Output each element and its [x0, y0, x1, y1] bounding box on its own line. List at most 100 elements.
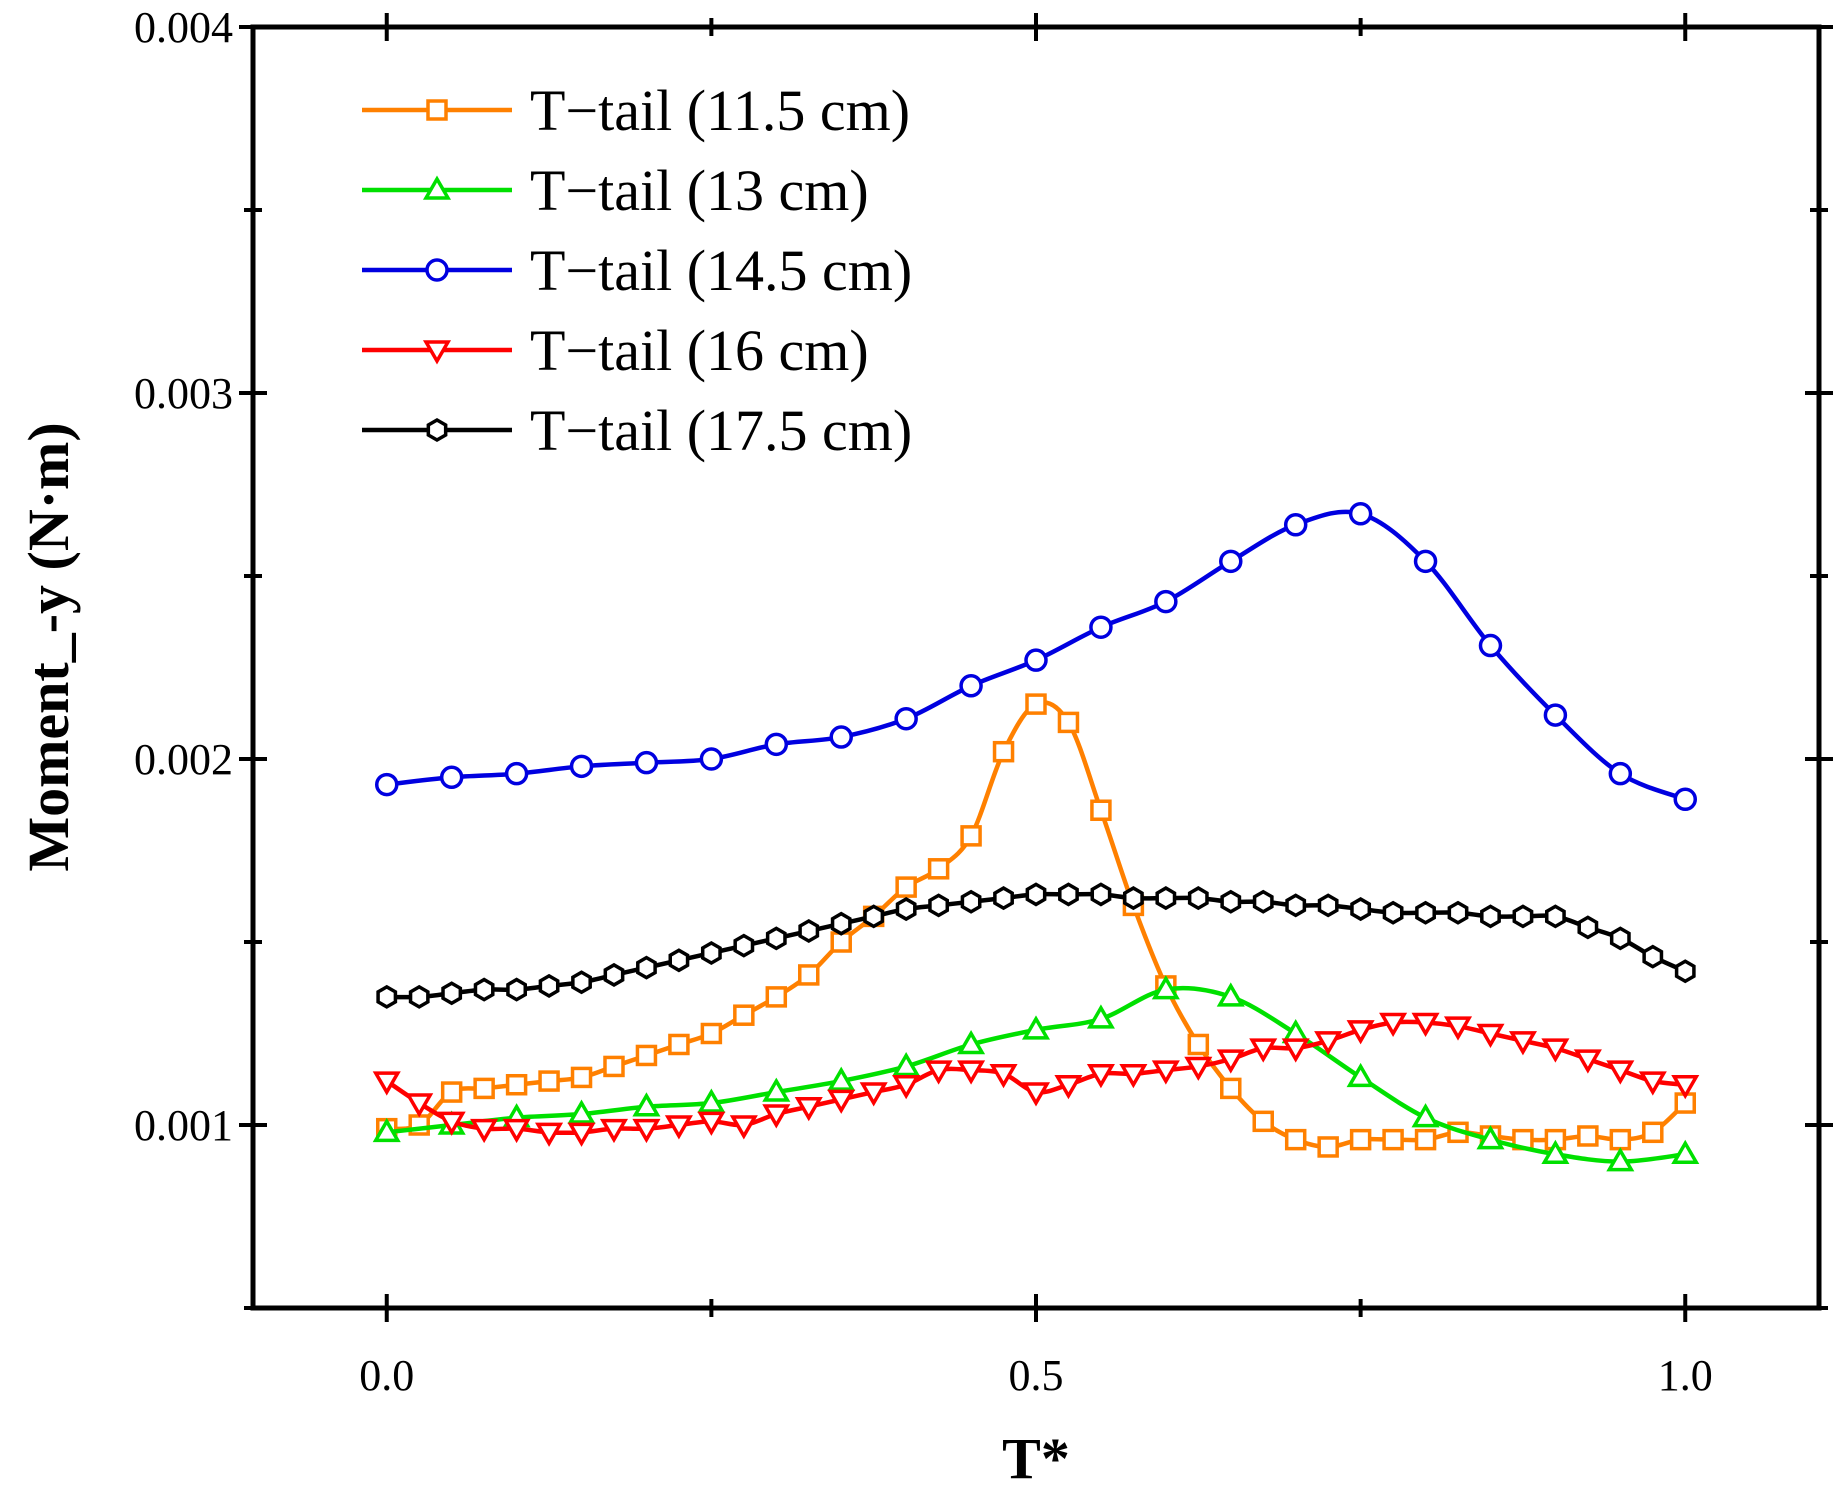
legend-marker — [426, 417, 448, 443]
legend-label: T−tail (17.5 cm) — [530, 398, 912, 463]
data-point — [1673, 787, 1698, 812]
data-point — [567, 1122, 596, 1147]
data-point — [700, 1022, 723, 1045]
y-tick-label: 0.001 — [134, 1101, 233, 1150]
data-point — [798, 964, 820, 986]
legend-item: T−tail (13 cm) — [362, 158, 869, 223]
data-point — [1187, 886, 1209, 911]
data-point — [762, 1077, 791, 1102]
data-point — [408, 984, 430, 1009]
data-point — [960, 889, 982, 914]
series-5 — [376, 882, 1696, 1009]
data-point — [863, 904, 885, 929]
data-point — [1609, 1128, 1632, 1151]
data-point — [1411, 1012, 1440, 1038]
data-point — [1350, 897, 1372, 922]
data-point — [1346, 1062, 1375, 1088]
series-line — [386, 509, 1687, 802]
data-point — [1609, 926, 1631, 951]
data-point — [441, 981, 463, 1006]
data-point — [959, 674, 983, 698]
data-point — [1219, 549, 1243, 574]
data-point — [798, 918, 820, 944]
data-point — [1476, 1023, 1505, 1048]
data-point — [993, 886, 1014, 911]
tick-labels: 0.0 0.5 1.0 0.001 0.002 0.003 0.004 — [134, 3, 1713, 1400]
data-point — [733, 1004, 755, 1026]
data-point — [1317, 1136, 1339, 1158]
data-point — [1122, 886, 1144, 911]
data-point — [1216, 1049, 1245, 1074]
data-point — [473, 1077, 495, 1100]
x-tick-label: 0.5 — [1009, 1351, 1064, 1400]
legend-item: T−tail (17.5 cm) — [362, 398, 912, 463]
legend-label: T−tail (16 cm) — [530, 318, 869, 383]
data-point — [794, 1096, 823, 1122]
data-point — [1544, 904, 1566, 929]
data-point — [894, 706, 918, 731]
data-point — [599, 1118, 629, 1144]
data-point — [957, 1029, 986, 1055]
data-point — [830, 911, 852, 936]
legend-marker — [422, 340, 452, 365]
data-point — [1674, 959, 1696, 984]
data-point — [1249, 1038, 1278, 1063]
x-tick-label: 1.0 — [1658, 1351, 1713, 1400]
data-point — [1284, 1128, 1307, 1151]
data-point — [1413, 549, 1438, 574]
data-point — [1025, 882, 1047, 907]
data-point — [1608, 761, 1633, 786]
data-point — [1480, 904, 1501, 929]
data-point — [632, 1092, 661, 1117]
data-point — [729, 1115, 758, 1140]
data-point — [764, 732, 789, 757]
y-tick-label: 0.004 — [134, 3, 233, 52]
data-point — [697, 1088, 726, 1113]
data-point — [634, 750, 659, 775]
data-point — [827, 1066, 856, 1091]
data-point — [439, 765, 464, 790]
data-point — [1314, 1031, 1343, 1056]
data-point — [960, 825, 982, 847]
data-point — [603, 1055, 625, 1078]
data-point — [1151, 975, 1180, 1000]
data-point — [1252, 1110, 1274, 1133]
data-point — [376, 984, 398, 1009]
legend: T−tail (11.5 cm) T−tail (13 cm) T−tail (14… — [362, 78, 912, 463]
data-point — [762, 1104, 791, 1129]
data-point — [1642, 944, 1664, 969]
data-point — [1119, 1064, 1148, 1089]
data-point — [1543, 703, 1568, 727]
data-point — [1021, 1015, 1051, 1040]
data-point — [569, 754, 594, 779]
data-point — [1415, 900, 1436, 925]
data-point — [1285, 893, 1307, 918]
data-point — [895, 876, 917, 898]
plot-series — [372, 502, 1700, 1172]
data-point — [765, 926, 787, 951]
data-point — [927, 858, 950, 880]
data-point — [989, 1064, 1018, 1089]
data-point — [765, 986, 788, 1008]
x-tick-label: 0.0 — [359, 1351, 414, 1400]
data-point — [957, 1060, 986, 1085]
data-point — [1317, 893, 1339, 918]
data-point — [892, 1074, 921, 1100]
data-point — [1478, 633, 1503, 658]
data-point — [1642, 1121, 1664, 1144]
data-point — [1058, 882, 1079, 907]
data-point — [535, 1122, 564, 1147]
data-point — [1573, 1049, 1602, 1074]
data-point — [1671, 1139, 1700, 1165]
data-point — [859, 1082, 888, 1107]
data-point — [1187, 1033, 1210, 1056]
data-point — [829, 725, 853, 749]
data-point — [1638, 1071, 1667, 1096]
data-point — [1541, 1038, 1570, 1063]
data-point — [1086, 1004, 1115, 1029]
legend-label: T−tail (13 cm) — [530, 158, 869, 223]
data-point — [505, 1073, 528, 1096]
data-point — [1281, 1038, 1310, 1063]
data-point — [1606, 1060, 1635, 1085]
